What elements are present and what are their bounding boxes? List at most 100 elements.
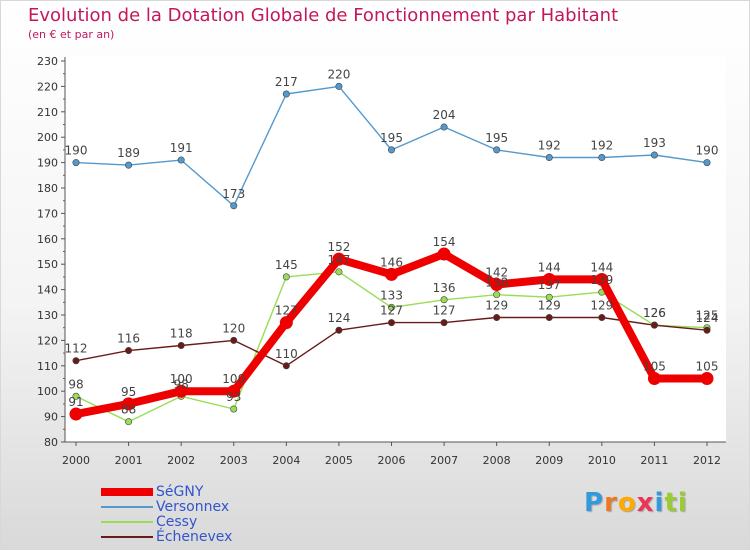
data-label-ségny: 105 — [696, 360, 719, 374]
data-label-versonnex: 195 — [380, 131, 403, 145]
data-label-échenevex: 124 — [696, 311, 719, 325]
data-point-cessy — [72, 392, 80, 400]
data-label-échenevex: 116 — [117, 332, 140, 346]
data-point-versonnex — [650, 151, 658, 159]
data-point-échenevex — [440, 319, 448, 327]
y-tick-label: 190 — [37, 157, 58, 170]
y-tick-label: 160 — [37, 233, 58, 246]
logo-letter: o — [617, 488, 637, 518]
data-point-ségny — [647, 372, 661, 385]
data-label-ségny: 100 — [170, 372, 193, 386]
data-label-échenevex: 112 — [65, 342, 88, 356]
data-point-versonnex — [598, 154, 606, 162]
x-tick-label: 2000 — [62, 454, 90, 467]
data-label-ségny: 100 — [222, 372, 245, 386]
data-label-échenevex: 129 — [538, 299, 561, 313]
data-label-cessy: 145 — [275, 258, 298, 272]
data-label-ségny: 144 — [538, 260, 561, 274]
data-point-échenevex — [493, 314, 501, 322]
data-label-versonnex: 192 — [538, 139, 561, 153]
proxiti-logo: Proxiti — [584, 488, 688, 518]
x-tick-label: 2010 — [588, 454, 616, 467]
y-tick-label: 130 — [37, 309, 58, 322]
legend-label: Versonnex — [156, 499, 230, 515]
x-tick-label: 2002 — [167, 454, 195, 467]
y-tick-label: 110 — [37, 360, 58, 373]
data-label-échenevex: 127 — [433, 304, 456, 318]
data-label-échenevex: 129 — [590, 299, 613, 313]
legend-swatch — [101, 521, 153, 523]
data-point-versonnex — [230, 202, 238, 210]
y-tick-label: 90 — [44, 411, 58, 424]
data-label-échenevex: 110 — [275, 347, 298, 361]
data-point-versonnex — [335, 82, 343, 90]
legend-label: Cessy — [156, 514, 198, 530]
data-label-échenevex: 124 — [327, 311, 350, 325]
data-label-cessy: 139 — [590, 273, 613, 287]
x-tick-label: 2003 — [220, 454, 248, 467]
x-tick-label: 2004 — [272, 454, 300, 467]
data-point-cessy — [493, 291, 501, 299]
logo-letter: P — [584, 488, 605, 518]
data-point-ségny — [700, 372, 714, 385]
data-label-ségny: 95 — [121, 385, 136, 399]
data-point-versonnex — [387, 146, 395, 154]
data-point-ségny — [227, 384, 241, 398]
data-label-versonnex: 190 — [65, 144, 88, 158]
data-point-échenevex — [703, 326, 711, 334]
data-point-échenevex — [598, 314, 606, 322]
data-point-versonnex — [282, 90, 290, 98]
logo-letter: x — [636, 488, 655, 518]
logo-letter: i — [654, 488, 665, 518]
data-point-ségny — [332, 252, 346, 266]
data-label-ségny: 152 — [327, 240, 350, 254]
logo-letter: r — [604, 488, 618, 518]
data-point-ségny — [490, 278, 504, 292]
data-label-ségny: 144 — [590, 260, 613, 274]
data-point-versonnex — [493, 146, 501, 154]
data-point-cessy — [282, 273, 290, 281]
data-point-versonnex — [440, 123, 448, 131]
data-label-ségny: 105 — [643, 360, 666, 374]
logo-letter: t — [664, 488, 678, 518]
data-point-échenevex — [125, 347, 133, 355]
data-point-échenevex — [387, 319, 395, 327]
chart-subtitle: (en € et par an) — [28, 28, 115, 41]
data-label-cessy: 93 — [226, 390, 241, 404]
data-point-ségny — [595, 272, 609, 286]
chart-title: Evolution de la Dotation Globale de Fonc… — [28, 5, 619, 26]
data-point-ségny — [69, 407, 83, 421]
legend-swatch — [101, 506, 153, 508]
plot-area — [65, 57, 726, 442]
data-label-cessy: 126 — [643, 306, 666, 320]
legend: SéGNY Versonnex Cessy Échenevex — [101, 485, 321, 545]
data-point-échenevex — [72, 357, 80, 365]
y-tick-label: 180 — [37, 182, 58, 195]
data-label-cessy: 138 — [485, 276, 508, 290]
data-point-cessy — [440, 296, 448, 304]
data-point-ségny — [437, 247, 451, 261]
legend-label: Échenevex — [156, 529, 233, 545]
y-tick-label: 200 — [37, 131, 58, 144]
data-label-cessy: 98 — [68, 377, 83, 391]
data-point-cessy — [545, 293, 553, 301]
y-tick-label: 80 — [44, 436, 58, 449]
data-point-échenevex — [335, 326, 343, 334]
data-label-versonnex: 192 — [590, 139, 613, 153]
y-tick-label: 150 — [37, 258, 58, 271]
data-point-échenevex — [545, 314, 553, 322]
data-point-échenevex — [230, 336, 238, 344]
legend-label: SéGNY — [156, 484, 204, 500]
x-tick-label: 2001 — [115, 454, 143, 467]
data-label-ségny: 142 — [485, 266, 508, 280]
data-point-versonnex — [72, 159, 80, 167]
x-tick-label: 2008 — [483, 454, 511, 467]
x-tick-label: 2007 — [430, 454, 458, 467]
x-tick-label: 2012 — [693, 454, 721, 467]
data-label-cessy: 137 — [538, 278, 561, 292]
data-label-versonnex: 189 — [117, 146, 140, 160]
data-label-versonnex: 220 — [327, 67, 350, 81]
data-label-versonnex: 191 — [170, 141, 193, 155]
